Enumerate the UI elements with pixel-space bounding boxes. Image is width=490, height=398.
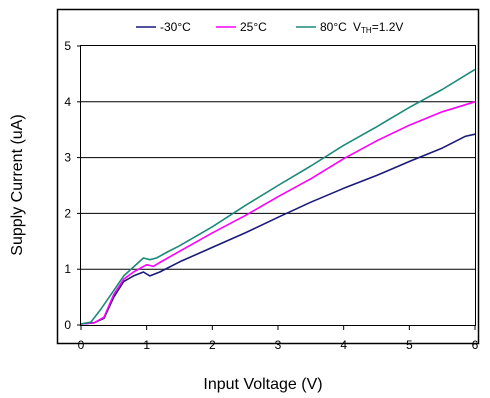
y-tick-label-5: 5 — [64, 39, 71, 53]
y-tick-label-3: 3 — [64, 151, 71, 165]
vth-annotation: VTH=1.2V — [353, 20, 403, 35]
chart-outer-border — [56, 8, 480, 345]
x-tick-label-4: 4 — [340, 338, 347, 352]
legend-label-1: 25°C — [240, 20, 267, 34]
x-axis-ticks: 0 1 2 3 4 5 6 — [78, 325, 479, 352]
x-axis-title: Input Voltage (V) — [203, 376, 322, 393]
y-axis-title: Supply Current (uA) — [9, 114, 26, 255]
x-tick-label-2: 2 — [209, 338, 216, 352]
legend-label-0: -30°C — [160, 20, 191, 34]
series-lines — [80, 68, 476, 325]
x-tick-label-5: 5 — [406, 338, 413, 352]
y-tick-label-4: 4 — [64, 95, 71, 109]
y-tick-label-0: 0 — [64, 318, 71, 332]
x-tick-label-1: 1 — [143, 338, 150, 352]
legend-label-2: 80°C — [320, 20, 347, 34]
y-tick-label-1: 1 — [64, 262, 71, 276]
x-tick-label-6: 6 — [472, 338, 479, 352]
x-tick-label-3: 3 — [275, 338, 282, 352]
series-line-1 — [80, 101, 476, 325]
series-line-0 — [80, 133, 476, 325]
series-line-2 — [80, 68, 476, 325]
y-tick-label-2: 2 — [64, 206, 71, 220]
gridlines — [81, 101, 475, 270]
legend: -30°C 25°C 80°C VTH=1.2V — [136, 20, 403, 35]
y-axis-ticks: 0 1 2 3 4 5 — [64, 39, 81, 332]
x-tick-label-0: 0 — [78, 338, 85, 352]
